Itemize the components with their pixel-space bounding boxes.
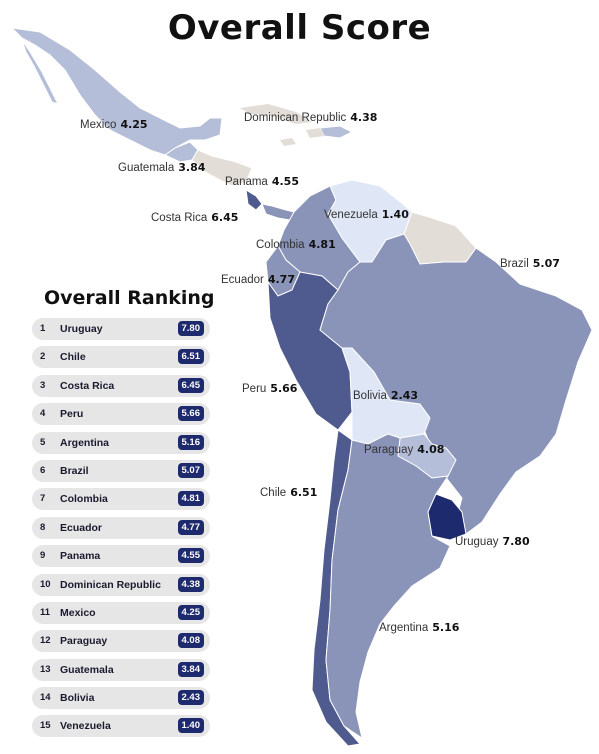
score-badge: 7.80 (177, 321, 204, 336)
ranking-row: 10 Dominican Republic 4.38 (32, 573, 210, 596)
map-label-mexico: Mexico 4.25 (80, 118, 148, 131)
region-uruguay[interactable] (427, 493, 467, 541)
region-argentina[interactable] (325, 433, 451, 740)
region-costarica[interactable] (245, 189, 263, 211)
score-badge: 4.25 (177, 604, 204, 620)
ranking-row: 6 Brazil 5.07 (32, 459, 210, 482)
ranking-title: Overall Ranking (44, 287, 215, 309)
map-label-argentina: Argentina 5.16 (379, 621, 460, 634)
map-label-costarica: Costa Rica 6.45 (151, 211, 239, 224)
region-jamaica (280, 138, 296, 146)
map-label-peru: Peru 5.66 (242, 382, 298, 395)
region-baja (21, 39, 59, 105)
score-badge: 4.38 (177, 576, 204, 592)
map-label-ecuador: Ecuador 4.77 (221, 273, 295, 286)
ranking-row: 5 Argentina 5.16 (32, 431, 210, 454)
ranking-row: 11 Mexico 4.25 (32, 601, 210, 624)
map-label-colombia: Colombia 4.81 (256, 238, 336, 251)
map-label-paraguay: Paraguay 4.08 (364, 443, 445, 456)
map-label-chile: Chile 6.51 (260, 486, 318, 499)
ranking-row: 3 Costa Rica 6.45 (32, 374, 210, 397)
score-badge: 3.84 (177, 661, 204, 677)
score-badge: 6.51 (177, 349, 204, 365)
score-badge: 4.08 (177, 633, 204, 649)
map-label-guatemala: Guatemala 3.84 (118, 161, 206, 174)
ranking-row: 12 Paraguay 4.08 (32, 630, 210, 653)
ranking-row: 8 Ecuador 4.77 (32, 516, 210, 539)
score-badge: 6.45 (177, 377, 204, 393)
ranking-row: 14 Bolivia 2.43 (32, 687, 210, 710)
page-title: Overall Score (167, 8, 432, 48)
map-label-bolivia: Bolivia 2.43 (353, 389, 419, 402)
score-badge: 4.81 (177, 491, 204, 507)
score-badge: 4.77 (177, 519, 204, 535)
score-badge: 5.66 (177, 406, 204, 422)
ranking-row: 2 Chile 6.51 (32, 346, 210, 369)
map-label-uruguay: Uruguay 7.80 (455, 535, 530, 548)
score-badge: 1.40 (177, 718, 204, 734)
ranking-row: 13 Guatemala 3.84 (32, 658, 210, 681)
map-label-brazil: Brazil 5.07 (500, 257, 560, 270)
region-haiti (306, 128, 324, 138)
region-mexico[interactable] (10, 27, 223, 156)
score-badge: 5.07 (177, 462, 204, 478)
region-panama[interactable] (261, 203, 295, 221)
ranking-row: 1 Uruguay 7.80 (32, 318, 210, 340)
map-label-panama: Panama 4.55 (225, 175, 299, 188)
score-badge: 2.43 (177, 690, 204, 706)
region-cuba (240, 104, 312, 124)
map-label-dominican: Dominican Republic 4.38 (244, 111, 378, 124)
score-badge: 4.55 (177, 548, 204, 564)
region-central-nodata (191, 149, 253, 187)
region-dominican[interactable] (319, 125, 354, 139)
ranking-row: 4 Peru 5.66 (32, 403, 210, 426)
ranking-list: 1 Uruguay 7.80 2 Chile 6.51 3 Costa Rica 6.45 … (32, 318, 210, 744)
ranking-row: 9 Panama 4.55 (32, 545, 210, 568)
map-label-venezuela: Venezuela 1.40 (324, 208, 409, 221)
ranking-row: 7 Colombia 4.81 (32, 488, 210, 511)
ranking-row: 15 Venezuela 1.40 (32, 715, 210, 738)
score-badge: 5.16 (177, 434, 204, 450)
